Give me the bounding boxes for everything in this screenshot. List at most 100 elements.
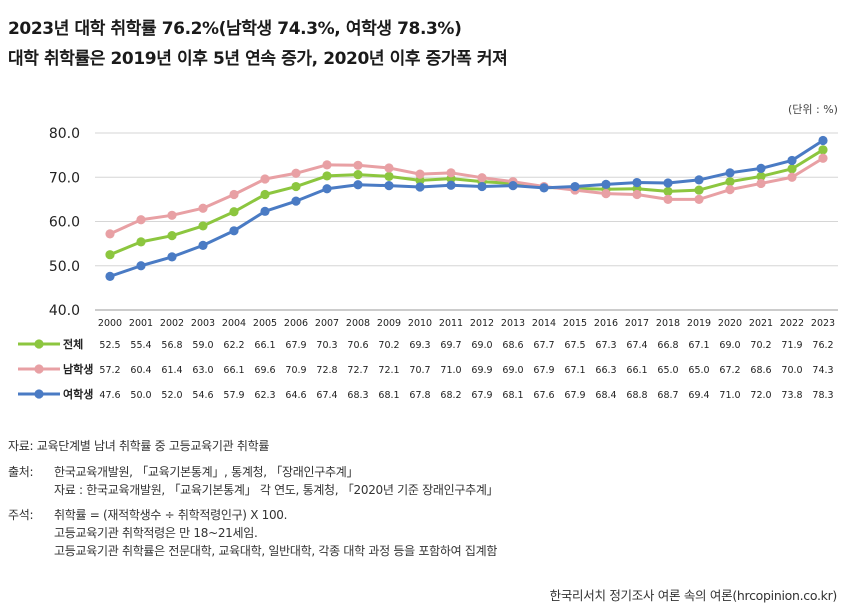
data-point — [322, 160, 332, 170]
data-point — [756, 171, 766, 181]
data-value-label: 68.7 — [657, 390, 678, 401]
x-tick-label: 2018 — [656, 318, 680, 329]
x-tick-label: 2013 — [501, 318, 525, 329]
data-value-label: 70.0 — [781, 365, 802, 376]
data-value-label: 70.2 — [750, 340, 771, 351]
data-value-label: 67.6 — [533, 390, 554, 401]
data-point — [260, 206, 270, 216]
data-point — [694, 175, 704, 185]
data-point — [694, 185, 704, 195]
data-point — [198, 240, 208, 250]
data-value-label: 71.0 — [440, 365, 461, 376]
data-value-label: 67.1 — [688, 340, 709, 351]
data-value-label: 66.3 — [595, 365, 616, 376]
data-value-label: 67.2 — [719, 365, 740, 376]
data-point — [725, 185, 735, 195]
y-tick-label: 70.0 — [49, 170, 80, 186]
data-value-label: 69.0 — [502, 365, 523, 376]
legend-swatch-marker — [34, 339, 44, 349]
data-point — [384, 163, 394, 173]
data-value-label: 67.1 — [564, 365, 585, 376]
data-point — [260, 174, 270, 184]
data-value-label: 62.3 — [254, 390, 275, 401]
data-value-label: 67.9 — [564, 390, 585, 401]
data-value-label: 68.1 — [502, 390, 523, 401]
data-point — [167, 231, 177, 241]
line-chart: 40.0 50.0 60.0 70.0 80.0 2000 2001 2002 2003 2004… — [18, 126, 838, 401]
data-point — [198, 203, 208, 213]
data-value-label: 67.9 — [533, 365, 554, 376]
x-tick-label: 2014 — [532, 318, 556, 329]
data-value-label: 68.4 — [595, 390, 616, 401]
x-tick-label: 2019 — [687, 318, 711, 329]
data-value-label: 57.9 — [223, 390, 244, 401]
data-value-label: 69.0 — [471, 340, 492, 351]
data-point — [818, 135, 828, 146]
data-point — [229, 226, 239, 236]
data-value-label: 68.6 — [750, 365, 771, 376]
data-value-label: 73.8 — [781, 390, 802, 401]
data-point — [291, 196, 301, 206]
credit: 한국리서치 정기조사 여론 속의 여론(hrcopinion.co.kr) — [549, 588, 838, 603]
data-value-label: 67.9 — [285, 340, 306, 351]
series-line-1 — [109, 156, 824, 236]
y-tick-label: 60.0 — [49, 215, 80, 231]
data-point — [477, 173, 487, 183]
data-value-label: 68.2 — [440, 390, 461, 401]
x-tick-label: 2007 — [315, 318, 339, 329]
data-value-label: 64.6 — [285, 390, 306, 401]
data-point — [167, 210, 177, 220]
y-tick-label: 50.0 — [49, 259, 80, 275]
data-point — [105, 250, 115, 260]
x-tick-label: 2005 — [253, 318, 277, 329]
data-value-label: 69.4 — [688, 390, 709, 401]
data-point — [353, 169, 363, 180]
data-value-label: 76.2 — [812, 340, 833, 351]
data-value-label: 69.9 — [471, 365, 492, 376]
source-data-note: 자료: 교육단계별 남녀 취학률 중 고등교육기관 취학률 — [8, 439, 270, 453]
unit-label: (단위 : %) — [788, 103, 838, 116]
data-point — [291, 181, 301, 192]
data-value-label: 55.4 — [130, 340, 151, 351]
data-value-label: 65.0 — [688, 365, 709, 376]
data-value-label: 69.3 — [409, 340, 430, 351]
x-tick-label: 2022 — [780, 318, 804, 329]
x-tick-label: 2020 — [718, 318, 742, 329]
note-line-2: 고등교육기관 취학적령은 만 18~21세임. — [54, 526, 258, 540]
x-tick-label: 2012 — [470, 318, 494, 329]
x-tick-label: 2011 — [439, 318, 463, 329]
source-label: 출처: — [8, 465, 34, 479]
data-point — [663, 194, 673, 204]
data-value-label: 66.1 — [626, 365, 647, 376]
data-point — [384, 171, 394, 181]
data-point — [508, 181, 518, 191]
data-value-label: 52.0 — [161, 390, 182, 401]
data-point — [539, 183, 549, 193]
y-tick-label: 80.0 — [49, 126, 80, 142]
data-point — [663, 186, 673, 197]
data-point — [105, 229, 115, 239]
x-tick-label: 2000 — [98, 318, 122, 329]
data-point — [291, 168, 301, 178]
chart-title: 2023년 대학 취학률 76.2%(남학생 74.3%, 여학생 78.3%) — [8, 19, 462, 39]
data-value-label: 71.9 — [781, 340, 802, 351]
x-tick-label: 2002 — [160, 318, 184, 329]
x-tick-label: 2017 — [625, 318, 649, 329]
data-point — [105, 271, 115, 281]
data-value-label: 69.7 — [440, 340, 461, 351]
x-tick-label: 2006 — [284, 318, 308, 329]
data-value-label: 70.7 — [409, 365, 430, 376]
data-value-label: 60.4 — [130, 365, 151, 376]
data-value-label: 70.3 — [316, 340, 337, 351]
note-line-3: 고등교육기관 취학률은 전문대학, 교육대학, 일반대학, 각종 대학 과정 등… — [54, 544, 498, 558]
data-value-label: 67.7 — [533, 340, 554, 351]
data-value-label: 71.0 — [719, 390, 740, 401]
data-value-label: 50.0 — [130, 390, 151, 401]
data-point — [136, 237, 146, 247]
source-line-1: 한국교육개발원, 「교육기본통계」, 통계청, 「장래인구추계」 — [54, 465, 359, 479]
note-line-1: 취학률 = (재적학생수 ÷ 취학적령인구) X 100. — [54, 508, 288, 522]
data-point — [601, 189, 611, 199]
data-point — [136, 261, 146, 271]
data-point — [818, 145, 828, 155]
data-point — [601, 179, 611, 189]
